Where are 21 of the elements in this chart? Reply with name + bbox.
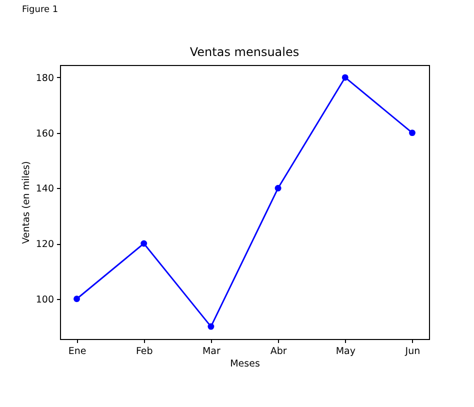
x-tick-label: Abr <box>270 346 287 357</box>
point <box>208 323 214 330</box>
point <box>140 240 148 247</box>
point <box>74 296 80 302</box>
y-tick-label: 180 <box>36 72 54 84</box>
y-tick-label: 160 <box>36 128 54 140</box>
x-tick-label: Mar <box>202 346 221 357</box>
y-axis-title: Ventas (en miles) <box>20 161 32 244</box>
x-tick-label: May <box>336 346 356 357</box>
chart-title: Ventas mensuales <box>190 45 300 59</box>
x-axis-title: Meses <box>230 358 260 370</box>
x-tick-label: Ene <box>68 346 86 357</box>
y-tick-label: 100 <box>36 294 54 306</box>
caption: Figure 1 <box>22 5 58 15</box>
y-tick-label: 140 <box>36 184 54 195</box>
point <box>408 130 416 136</box>
point <box>274 184 282 192</box>
x-tick-label: Feb <box>136 346 153 357</box>
x-tick-label: Jun <box>404 346 420 357</box>
point <box>342 74 348 81</box>
y-tick-label: 120 <box>36 239 54 250</box>
